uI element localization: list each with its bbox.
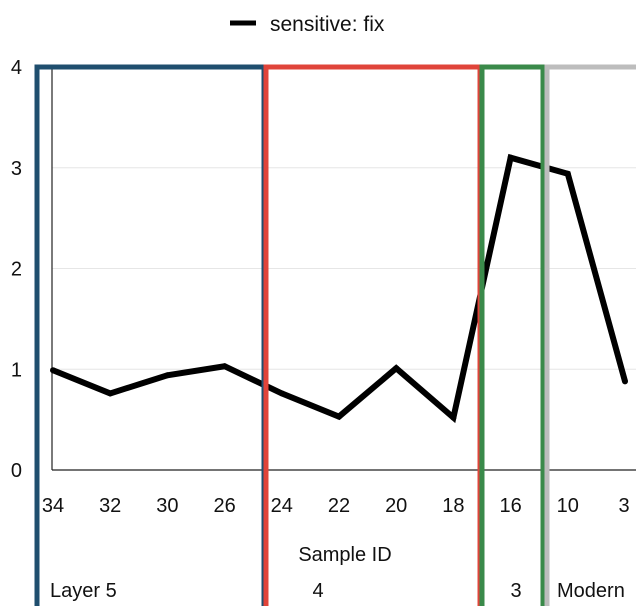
x-tick-label: 16 <box>499 495 521 517</box>
region-label: 4 <box>312 580 323 602</box>
region-box <box>479 64 546 606</box>
data-point <box>221 363 228 370</box>
x-tick-label: 22 <box>328 495 350 517</box>
x-tick-label: 26 <box>213 495 235 517</box>
x-tick-label: 20 <box>385 495 407 517</box>
series <box>50 153 628 424</box>
data-point <box>393 365 400 372</box>
data-point <box>50 367 56 374</box>
x-tick-label: 24 <box>271 495 293 517</box>
x-tick-label: 30 <box>156 495 178 517</box>
x-tick-labels: 34 32 30 26 24 22 20 18 16 10 3 <box>42 495 630 517</box>
legend-label: sensitive: fix <box>270 13 385 36</box>
legend: sensitive: fix <box>230 13 385 36</box>
y-tick-label: 2 <box>11 259 22 281</box>
data-point <box>107 390 114 397</box>
series-line <box>51 153 628 424</box>
x-tick-label: 34 <box>42 495 64 517</box>
region-box <box>263 64 483 606</box>
axes <box>51 67 636 471</box>
region-boxes: Layer 5 4 3 Modern <box>34 64 636 606</box>
data-point <box>564 170 571 177</box>
data-point <box>622 378 628 385</box>
y-tick-label: 3 <box>11 158 22 180</box>
x-tick-label: 32 <box>99 495 121 517</box>
x-tick-label: 10 <box>557 495 579 517</box>
region-label: Modern <box>557 580 625 602</box>
x-tick-label: 18 <box>442 495 464 517</box>
data-point <box>336 413 342 420</box>
y-tick-label: 0 <box>11 460 22 482</box>
data-point <box>278 390 285 397</box>
data-point <box>450 414 457 421</box>
x-axis-title: Sample ID <box>298 544 391 566</box>
y-tick-label: 4 <box>11 57 22 79</box>
region-box <box>544 64 636 606</box>
region-label: Layer 5 <box>50 580 117 602</box>
region-box <box>34 64 267 606</box>
y-tick-labels: 0 1 2 3 4 <box>11 57 22 482</box>
data-point <box>507 154 514 161</box>
y-tick-label: 1 <box>11 359 22 381</box>
region-label: 3 <box>510 580 521 602</box>
data-point <box>164 372 171 379</box>
x-tick-label: 3 <box>618 495 629 517</box>
